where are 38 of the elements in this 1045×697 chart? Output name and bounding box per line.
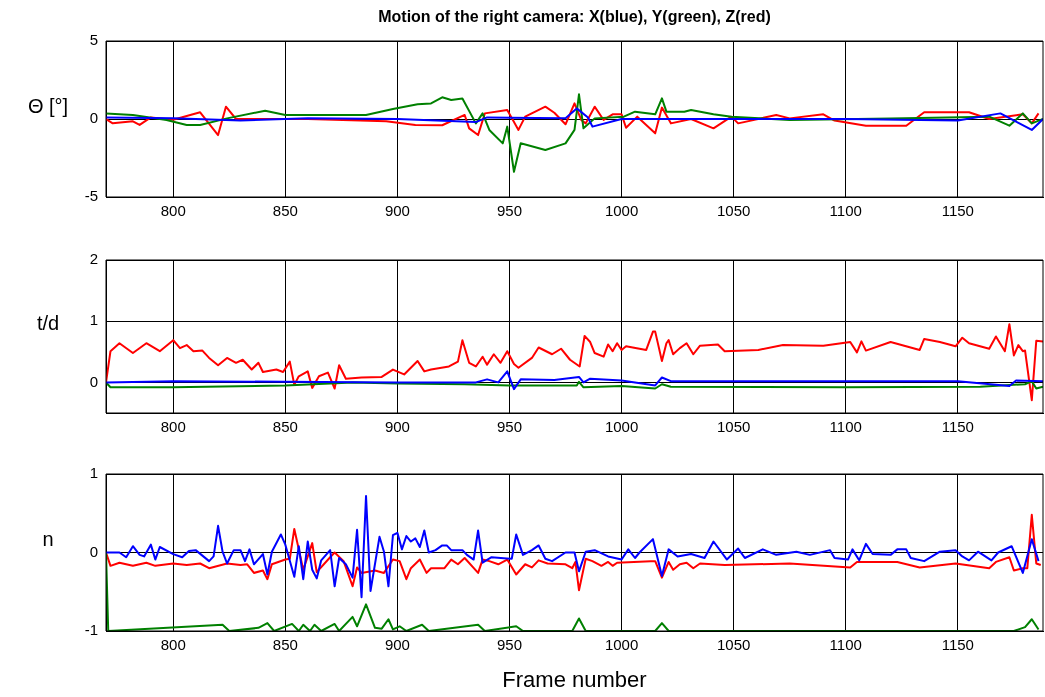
- x-tick-label: 1050: [716, 202, 751, 220]
- x-tick-label: 1100: [829, 418, 862, 436]
- y-axis-title: Θ [°]: [27, 94, 69, 117]
- x-tick-label: 850: [272, 418, 298, 436]
- x-tick-label: 1050: [716, 418, 751, 436]
- x-tick-label: 900: [384, 636, 410, 654]
- x-tick-label: 1100: [829, 202, 862, 220]
- chart-title: Motion of the right camera: X(blue), Y(green), Z(red): [378, 8, 771, 26]
- y-tick-label: 1: [89, 311, 98, 329]
- y-tick-label: 0: [89, 109, 98, 127]
- y-tick-label: 0: [89, 542, 98, 560]
- x-tick-label: 800: [160, 202, 186, 220]
- x-tick-label: 800: [160, 418, 186, 436]
- x-tick-label: 900: [384, 418, 410, 436]
- x-tick-label: 800: [160, 636, 186, 654]
- x-tick-label: 1150: [941, 418, 974, 436]
- x-tick-label: 950: [496, 636, 523, 654]
- x-tick-label: 950: [496, 202, 523, 220]
- x-tick-label: 950: [496, 418, 523, 436]
- y-tick-label: 5: [89, 31, 98, 49]
- y-tick-label: -5: [84, 187, 98, 205]
- y-axis-title: t/d: [36, 312, 60, 335]
- y-axis-title: n: [42, 528, 54, 551]
- x-tick-label: 850: [272, 202, 298, 220]
- x-tick-label: 1050: [716, 636, 751, 654]
- x-tick-label: 1000: [604, 202, 639, 220]
- x-tick-label: 850: [272, 636, 298, 654]
- x-tick-label: 1000: [604, 636, 639, 654]
- y-tick-label: 2: [89, 250, 98, 268]
- x-tick-label: 1150: [941, 202, 974, 220]
- x-axis-title: Frame number: [502, 667, 647, 693]
- x-tick-label: 1150: [941, 636, 974, 654]
- y-tick-label: 1: [89, 464, 98, 482]
- x-tick-label: 1000: [604, 418, 639, 436]
- y-tick-label: -1: [84, 621, 98, 639]
- x-tick-label: 900: [384, 202, 410, 220]
- y-tick-label: 0: [89, 372, 98, 390]
- x-tick-label: 1100: [829, 636, 862, 654]
